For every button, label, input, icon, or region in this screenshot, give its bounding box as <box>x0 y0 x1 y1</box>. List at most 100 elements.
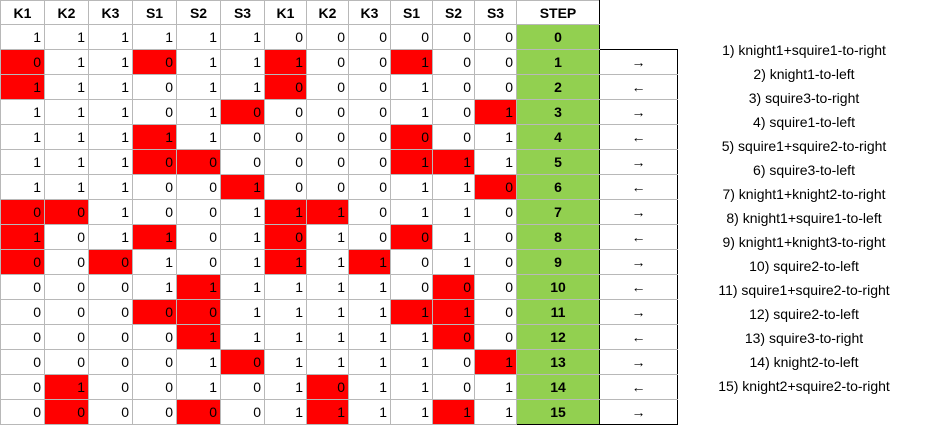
changed-cell: 1 <box>44 374 89 400</box>
move-item: 13) squire3-to-right <box>744 330 864 346</box>
state-cell: 0 <box>132 99 177 125</box>
table-row: 0 0 0 0 0 1 1 1 1 1 1 0 11 → <box>0 299 678 325</box>
table-row: 0 1 1 0 1 1 1 0 0 1 0 0 1 → <box>0 49 678 75</box>
state-cell: 0 <box>432 24 475 50</box>
changed-cell: 1 <box>264 199 307 225</box>
state-cell: 0 <box>474 249 517 275</box>
changed-cell: 0 <box>132 299 177 325</box>
state-cell: 0 <box>88 324 133 350</box>
state-cell: 1 <box>390 99 433 125</box>
state-cell: 0 <box>474 49 517 75</box>
state-cell: 1 <box>176 24 221 50</box>
column-header: K1 <box>0 0 45 25</box>
changed-cell: 1 <box>432 149 475 175</box>
header-row: K1 K2 K3 S1 S2 S3 K1 K2 K3 S1 S2 S3 STEP <box>0 0 678 25</box>
state-cell: 0 <box>432 74 475 100</box>
table-row: 0 0 0 0 1 1 1 1 1 1 0 0 12 ← <box>0 324 678 350</box>
state-cell: 1 <box>264 374 307 400</box>
state-cell: 0 <box>220 374 265 400</box>
state-cell: 1 <box>348 299 391 325</box>
state-cell: 0 <box>348 49 391 75</box>
state-cell: 0 <box>0 374 45 400</box>
left-arrow-icon: ← <box>599 224 678 250</box>
state-cell: 1 <box>390 399 433 425</box>
step-cell: 2 <box>516 74 600 100</box>
changed-cell: 0 <box>306 374 349 400</box>
state-cell: 1 <box>348 349 391 375</box>
state-cell: 0 <box>0 299 45 325</box>
state-cell: 1 <box>132 274 177 300</box>
state-cell: 0 <box>132 74 177 100</box>
step-cell: 4 <box>516 124 600 150</box>
state-cell: 1 <box>264 349 307 375</box>
state-cell: 1 <box>220 24 265 50</box>
state-cell: 1 <box>44 24 89 50</box>
step-cell: 10 <box>516 274 600 300</box>
state-cell: 0 <box>348 199 391 225</box>
state-cell: 1 <box>0 124 45 150</box>
state-cell: 1 <box>264 299 307 325</box>
state-cell: 1 <box>220 274 265 300</box>
step-cell: 1 <box>516 49 600 75</box>
state-cell: 0 <box>390 249 433 275</box>
state-cell: 0 <box>474 224 517 250</box>
left-arrow-icon: ← <box>599 74 678 100</box>
state-cell: 0 <box>432 349 475 375</box>
state-cell: 0 <box>220 149 265 175</box>
state-cell: 0 <box>390 274 433 300</box>
state-cell: 1 <box>432 249 475 275</box>
left-arrow-icon: ← <box>599 274 678 300</box>
changed-cell: 0 <box>220 99 265 125</box>
moves-list: 1) knight1+squire1-to-right 2) knight1-to… <box>676 38 932 398</box>
state-cell: 0 <box>390 24 433 50</box>
state-cell: 1 <box>176 124 221 150</box>
state-cell: 0 <box>0 399 45 425</box>
state-cell: 1 <box>390 349 433 375</box>
state-cell: 0 <box>176 224 221 250</box>
changed-cell: 1 <box>432 399 475 425</box>
table-row: 0 1 0 0 1 0 1 0 1 1 0 1 14 ← <box>0 374 678 400</box>
changed-cell: 0 <box>44 399 89 425</box>
move-item: 2) knight1-to-left <box>753 66 855 82</box>
changed-cell: 1 <box>264 249 307 275</box>
table-row: 0 0 0 0 1 0 1 1 1 1 0 1 13 → <box>0 349 678 375</box>
move-item: 8) knight1+squire1-to-left <box>726 210 882 226</box>
table-row: 0 0 1 0 0 1 1 1 0 1 1 0 7 → <box>0 199 678 225</box>
state-cell: 1 <box>88 149 133 175</box>
table-row: 1 1 1 0 1 1 0 0 0 1 0 0 2 ← <box>0 74 678 100</box>
step-cell: 12 <box>516 324 600 350</box>
step-cell: 15 <box>516 399 600 425</box>
column-header: S2 <box>176 0 221 25</box>
state-cell: 0 <box>474 74 517 100</box>
state-cell: 0 <box>44 274 89 300</box>
column-header: S3 <box>474 0 517 25</box>
state-cell: 1 <box>220 324 265 350</box>
column-header: S3 <box>220 0 265 25</box>
changed-cell: 0 <box>390 124 433 150</box>
column-header: K3 <box>348 0 391 25</box>
column-header: S1 <box>390 0 433 25</box>
state-cell: 1 <box>220 74 265 100</box>
left-arrow-icon: ← <box>599 324 678 350</box>
move-item: 11) squire1+squire2-to-right <box>718 282 890 298</box>
move-item: 12) squire2-to-left <box>749 306 859 322</box>
state-cell: 1 <box>44 149 89 175</box>
table-row: 0 0 0 1 1 1 1 1 1 0 0 0 10 ← <box>0 274 678 300</box>
changed-cell: 1 <box>390 49 433 75</box>
state-cell: 0 <box>176 249 221 275</box>
state-cell: 0 <box>264 24 307 50</box>
move-item: 7) knight1+knight2-to-right <box>722 186 886 202</box>
changed-cell: 1 <box>0 74 45 100</box>
changed-cell: 0 <box>0 199 45 225</box>
state-cell: 1 <box>348 374 391 400</box>
state-cell: 0 <box>348 74 391 100</box>
state-cell: 1 <box>390 324 433 350</box>
left-arrow-icon: ← <box>599 174 678 200</box>
state-cell: 1 <box>220 299 265 325</box>
state-cell: 1 <box>306 249 349 275</box>
state-cell: 0 <box>176 174 221 200</box>
changed-cell: 1 <box>132 124 177 150</box>
state-cell: 0 <box>348 24 391 50</box>
table-row: 1 1 1 0 0 0 0 0 0 1 1 1 5 → <box>0 149 678 175</box>
